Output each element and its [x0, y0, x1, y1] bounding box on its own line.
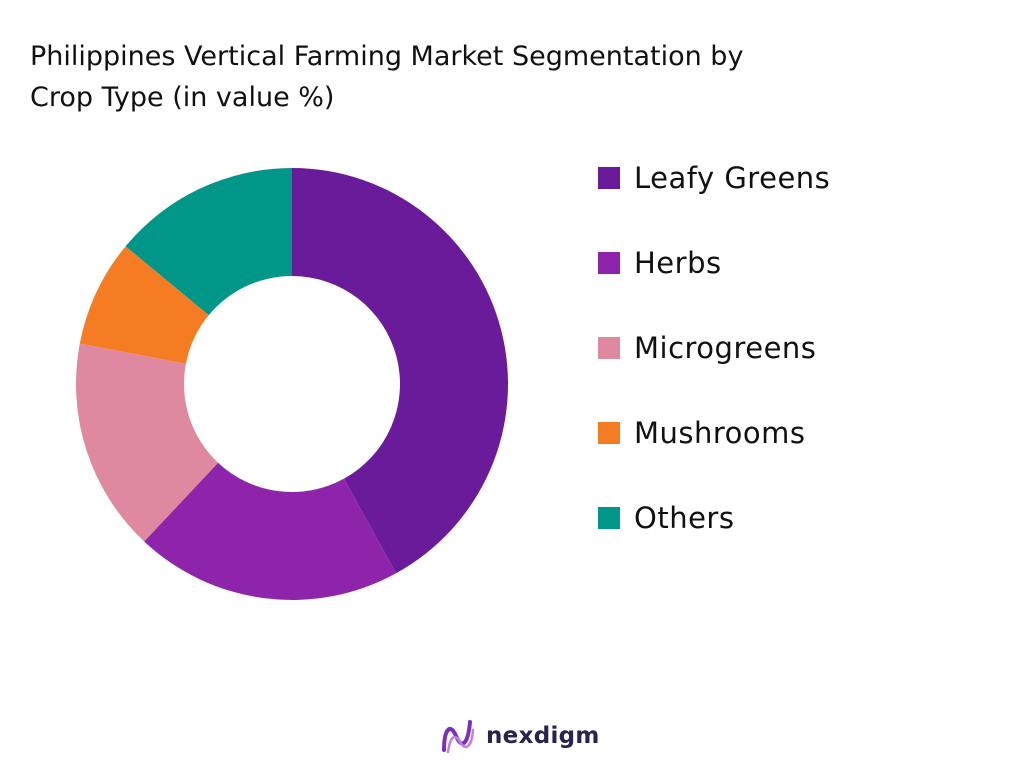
legend-swatch [598, 167, 620, 189]
legend-label: Leafy Greens [634, 161, 831, 195]
nexdigm-logo-icon [442, 720, 475, 754]
legend-item-others: Others [598, 498, 734, 538]
brand-logo: nexdigm [440, 714, 600, 758]
donut-slice-leafy-greens [292, 168, 509, 574]
chart-title-line-2: Crop Type (in value %) [30, 82, 335, 113]
donut-slice-others [125, 168, 292, 316]
legend-swatch [598, 252, 620, 274]
legend-item-microgreens: Microgreens [598, 328, 816, 368]
chart-title-line-1: Philippines Vertical Farming Market Segm… [30, 41, 744, 72]
legend-swatch [598, 337, 620, 359]
legend-label: Herbs [634, 246, 722, 280]
donut-slice-herbs [144, 462, 397, 600]
legend-label: Others [634, 501, 735, 535]
brand-name: nexdigm [486, 723, 600, 749]
legend-item-leafy-greens: Leafy Greens [598, 158, 830, 198]
chart-title: Philippines Vertical Farming Market Segm… [30, 36, 850, 118]
donut-slice-mushrooms [79, 246, 209, 364]
legend-item-herbs: Herbs [598, 243, 722, 283]
legend-label: Mushrooms [634, 416, 806, 450]
donut-chart [76, 168, 509, 600]
legend-label: Microgreens [634, 331, 817, 365]
legend-item-mushrooms: Mushrooms [598, 413, 806, 453]
legend-swatch [598, 422, 620, 444]
legend-swatch [598, 507, 620, 529]
donut-slice-microgreens [76, 343, 219, 542]
